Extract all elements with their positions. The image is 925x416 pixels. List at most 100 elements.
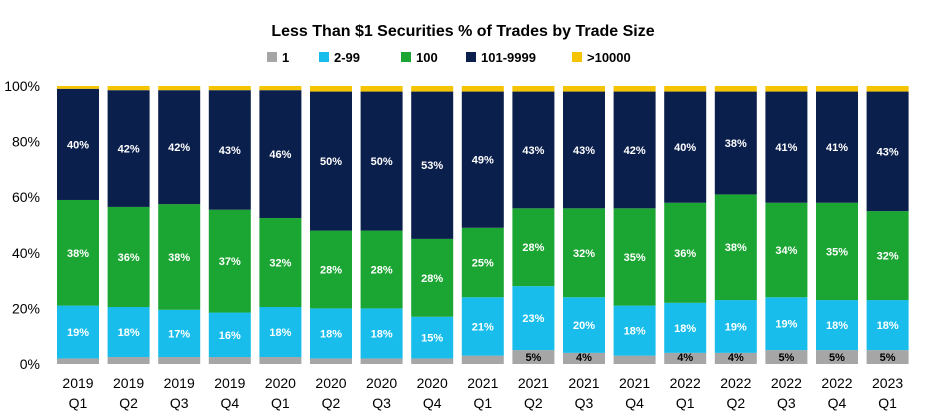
bar-segment xyxy=(866,86,909,92)
bar-segment xyxy=(57,86,99,89)
x-tick-quarter: Q3 xyxy=(170,395,189,411)
data-label: 5% xyxy=(829,352,845,364)
bar-segment xyxy=(613,208,656,306)
data-label: 34% xyxy=(775,245,797,257)
bar-segment xyxy=(664,91,707,203)
data-label: 18% xyxy=(118,327,140,339)
bar-segment xyxy=(563,91,605,209)
bar-segment xyxy=(714,194,757,301)
bar-segment xyxy=(208,209,251,313)
data-label: 42% xyxy=(118,144,140,156)
bar-segment xyxy=(664,352,707,364)
x-tick-quarter: Q4 xyxy=(625,395,644,411)
data-label: 41% xyxy=(826,142,848,154)
data-label: 5% xyxy=(778,352,794,364)
bar-segment xyxy=(866,300,909,351)
bar-segment xyxy=(208,86,251,91)
legend-label-2: 100 xyxy=(416,50,438,65)
data-label: 32% xyxy=(573,248,595,260)
bar-segment xyxy=(613,355,656,364)
bar-segment xyxy=(714,86,757,92)
data-label: 28% xyxy=(421,273,443,285)
bar-segment xyxy=(158,309,201,358)
x-tick-year: 2022 xyxy=(670,375,701,391)
x-tick-quarter: Q1 xyxy=(271,395,290,411)
data-label: 43% xyxy=(877,146,899,158)
bar-segment xyxy=(461,355,504,364)
bar-segment xyxy=(461,86,504,92)
data-label: 15% xyxy=(421,333,443,345)
data-label: 21% xyxy=(472,321,494,333)
bar-segment xyxy=(866,211,909,301)
bar-segment xyxy=(512,208,555,287)
data-label: 19% xyxy=(775,319,797,331)
x-tick-year: 2022 xyxy=(720,375,751,391)
bar-segment xyxy=(360,308,403,359)
legend-swatch-4 xyxy=(572,52,582,62)
bar-segment xyxy=(259,86,302,91)
bar-segment xyxy=(714,300,757,353)
bar-segment xyxy=(158,204,201,310)
bar-segment xyxy=(158,86,201,91)
legend-swatch-1 xyxy=(319,52,329,62)
bar-segment xyxy=(512,91,555,209)
bar-segment xyxy=(816,350,858,364)
bar-segment xyxy=(310,91,352,231)
data-label: 19% xyxy=(67,327,89,339)
data-label: 40% xyxy=(674,142,696,154)
bar-segment xyxy=(57,88,99,200)
x-tick-year: 2020 xyxy=(417,375,448,391)
x-tick-year: 2019 xyxy=(214,375,245,391)
bar-segment xyxy=(107,86,150,91)
legend-label-0: 1 xyxy=(282,50,289,65)
x-tick-quarter: Q4 xyxy=(423,395,442,411)
bar-segment xyxy=(563,352,605,364)
bar-segment xyxy=(563,297,605,353)
bar-segment xyxy=(664,302,707,353)
bar-segment xyxy=(411,91,454,239)
bar-segment xyxy=(310,86,352,92)
bar-segment xyxy=(816,86,858,92)
y-axis: 0% 20% 40% 60% 80% 100% xyxy=(4,78,40,372)
data-label: 25% xyxy=(472,258,494,270)
data-label: 37% xyxy=(219,256,241,268)
x-tick-quarter: Q1 xyxy=(473,395,492,411)
data-label: 18% xyxy=(624,326,646,338)
x-tick-year: 2019 xyxy=(164,375,195,391)
bar-segment xyxy=(714,352,757,364)
bar-segment xyxy=(360,91,403,231)
x-tick-quarter: Q1 xyxy=(676,395,695,411)
bar-segment xyxy=(259,218,302,308)
bar-segment xyxy=(107,307,150,358)
data-label: 23% xyxy=(522,313,544,325)
x-tick-year: 2019 xyxy=(62,375,93,391)
bar-segment xyxy=(57,199,99,306)
bar-segment xyxy=(259,90,302,219)
data-label: 42% xyxy=(168,142,190,154)
bar-segment xyxy=(613,305,656,356)
bar-segment xyxy=(411,86,454,92)
bar-segment xyxy=(158,90,201,205)
data-label: 42% xyxy=(624,145,646,157)
bar-segment xyxy=(714,91,757,195)
x-tick-year: 2020 xyxy=(265,375,296,391)
data-label: 18% xyxy=(826,320,848,332)
bar-segment xyxy=(57,305,99,359)
x-tick-year: 2020 xyxy=(366,375,397,391)
x-tick-quarter: Q2 xyxy=(524,395,543,411)
data-label: 20% xyxy=(573,320,595,332)
bar-segment xyxy=(512,86,555,92)
bars xyxy=(57,86,909,364)
bar-segment xyxy=(57,358,99,364)
bar-segment xyxy=(765,91,808,203)
bar-segment xyxy=(360,230,403,309)
chart-title: Less Than $1 Securities % of Trades by T… xyxy=(271,23,654,40)
data-label: 43% xyxy=(573,145,595,157)
bar-segment xyxy=(360,86,403,92)
bar-segment xyxy=(411,316,454,359)
bar-segment xyxy=(563,208,605,298)
data-label: 36% xyxy=(118,252,140,264)
bar-segment xyxy=(512,350,555,364)
x-tick-quarter: Q4 xyxy=(220,395,239,411)
bar-segment xyxy=(664,202,707,303)
